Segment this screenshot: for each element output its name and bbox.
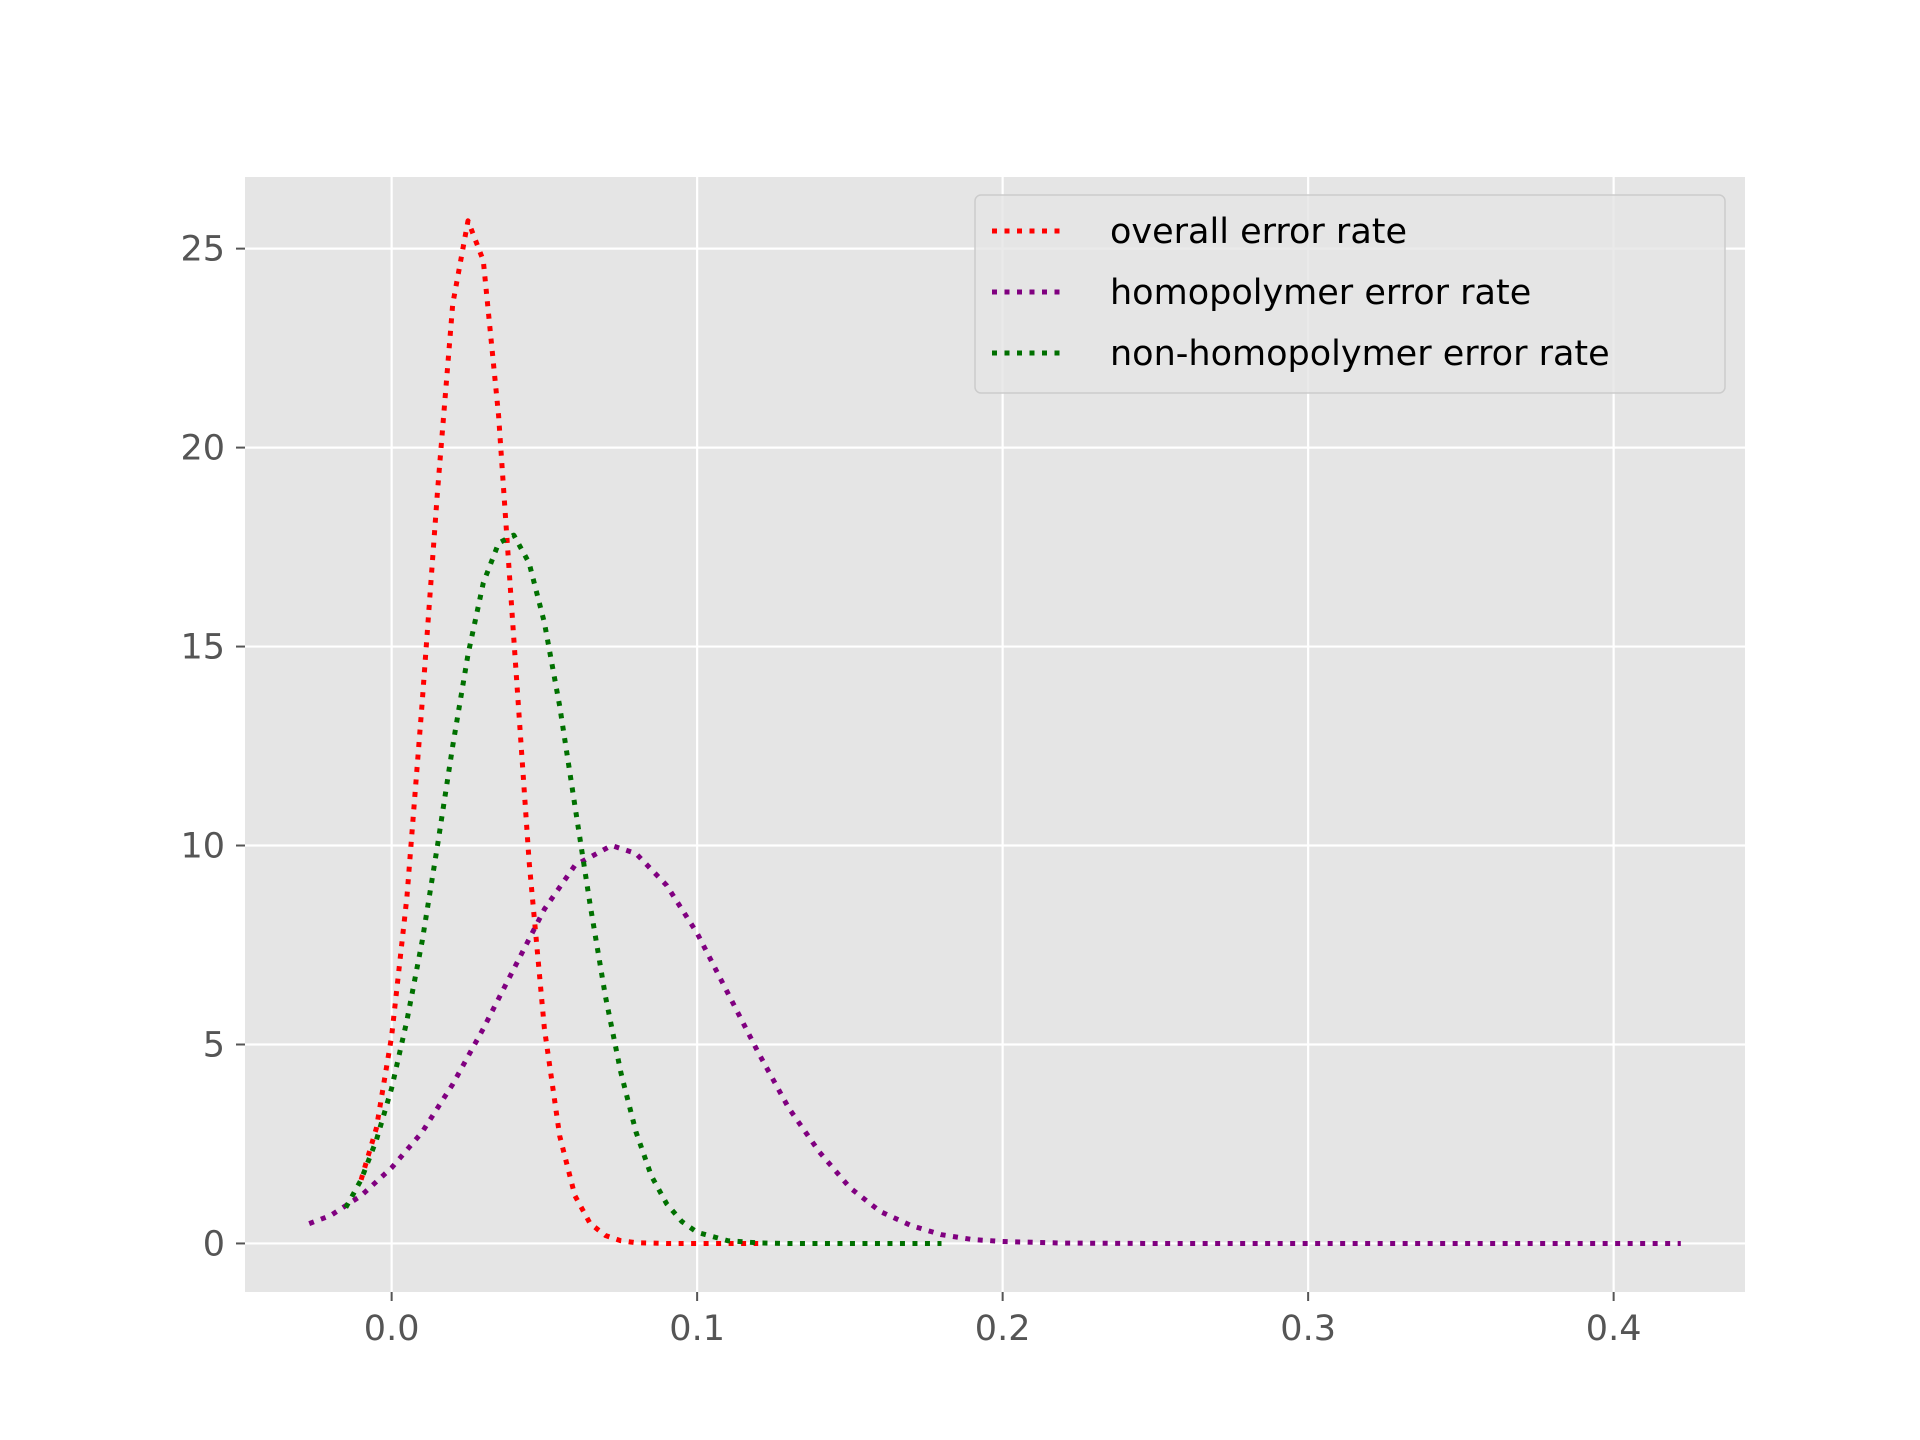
series-lines (308, 218, 1681, 1246)
x-tick-label: 0.2 (975, 1309, 1031, 1349)
y-tick-label: 25 (180, 230, 225, 270)
series-line-3 (343, 532, 942, 1246)
x-tick-label: 0.4 (1586, 1309, 1642, 1349)
x-tick-label: 0.3 (1280, 1309, 1336, 1349)
series-line-1 (358, 218, 759, 1246)
x-tick-label: 0.0 (364, 1309, 420, 1349)
y-axis: 0 5 10 15 20 25 (180, 230, 245, 1264)
y-tick-label: 0 (203, 1224, 225, 1264)
legend-label: homopolymer error rate (1110, 273, 1531, 313)
y-tick-label: 20 (180, 429, 225, 469)
x-axis: 0.0 0.1 0.2 0.3 0.4 (364, 1292, 1642, 1349)
series-line-2 (308, 843, 1681, 1246)
x-tick-label: 0.1 (669, 1309, 725, 1349)
legend-box (974, 194, 1726, 394)
legend: overall error rate homopolymer error rate… (974, 194, 1726, 394)
legend-label: overall error rate (1110, 212, 1407, 252)
y-tick-label: 5 (203, 1025, 225, 1065)
y-tick-label: 15 (180, 628, 225, 668)
y-tick-label: 10 (180, 827, 225, 867)
legend-label: non-homopolymer error rate (1110, 334, 1610, 374)
